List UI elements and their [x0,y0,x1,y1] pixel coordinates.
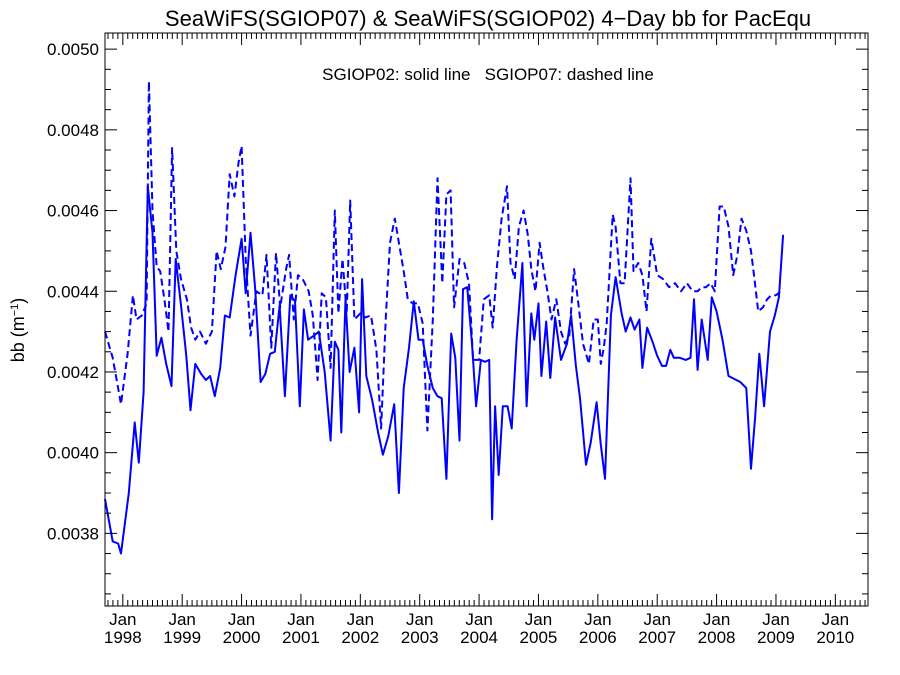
y-tick-label: 0.0038 [47,524,99,543]
x-tick-label-year: 2005 [520,628,558,647]
x-tick-label-year: 2009 [757,628,795,647]
x-tick-label-month: Jan [762,610,789,629]
x-tick-label-month: Jan [347,610,374,629]
x-tick-label-month: Jan [643,610,670,629]
x-tick-label-year: 2010 [816,628,854,647]
x-tick-label-year: 2002 [341,628,379,647]
x-tick-label-year: 2000 [223,628,261,647]
x-tick-label-month: Jan [703,610,730,629]
x-tick-label-year: 1998 [104,628,142,647]
x-tick-label-year: 2007 [638,628,676,647]
series-line-solid [104,185,785,555]
x-tick-label-month: Jan [228,610,255,629]
y-tick-label: 0.0044 [47,282,99,301]
chart-title: SeaWiFS(SGIOP07) & SeaWiFS(SGIOP02) 4−Da… [165,6,811,31]
y-axis-label: bb (m−1) [8,298,28,363]
x-tick-label-year: 2004 [460,628,498,647]
x-tick-label-year: 2001 [282,628,320,647]
x-tick-label-year: 2008 [698,628,736,647]
x-tick-label-year: 2003 [401,628,439,647]
x-tick-label-month: Jan [406,610,433,629]
y-tick-label: 0.0040 [47,444,99,463]
x-tick-label-year: 1999 [163,628,201,647]
x-tick-label-month: Jan [168,610,195,629]
x-tick-label-month: Jan [822,610,849,629]
series-line-dashed [104,80,782,432]
y-tick-label: 0.0050 [47,40,99,59]
y-tick-label: 0.0042 [47,363,99,382]
plot-frame [104,32,869,607]
x-tick-label-month: Jan [287,610,314,629]
axes: 0.0038 0.0040 0.0042 0.0044 0.0046 0.0048 0.00… [47,32,869,647]
y-tick-label: 0.0046 [47,202,99,221]
x-tick-label-year: 2006 [579,628,617,647]
x-tick-label-month: Jan [465,610,492,629]
x-tick-label-month: Jan [525,610,552,629]
y-tick-label: 0.0048 [47,121,99,140]
x-tick-label-month: Jan [584,610,611,629]
plot-series [104,80,785,555]
line-style-legend: SGIOP02: solid line SGIOP07: dashed line [322,65,654,84]
x-tick-label-month: Jan [109,610,136,629]
